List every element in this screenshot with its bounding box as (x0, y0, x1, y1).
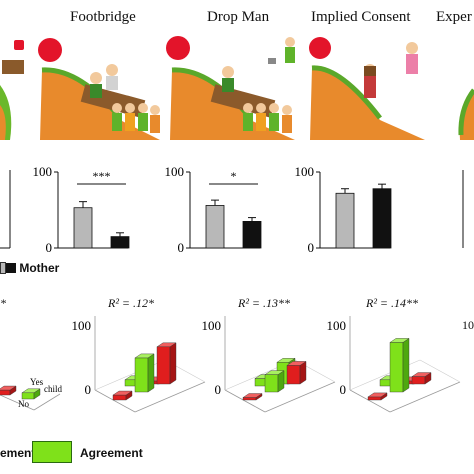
bar3d-red (242, 393, 263, 401)
legend-mother-label: Mother (19, 261, 60, 275)
legend-swatch-black (6, 263, 16, 273)
person-icon (285, 37, 295, 47)
workers-group (243, 103, 292, 133)
hill-icon (310, 68, 425, 140)
workers-group (112, 103, 160, 133)
bar3d-green (21, 388, 41, 400)
y-tick-label: 0 (46, 240, 53, 255)
y-tick-label: 100 (295, 164, 315, 179)
z-tick-label: 100 (327, 318, 347, 333)
y-tick-label: 100 (165, 164, 185, 179)
title-drop-man: Drop Man (207, 9, 270, 25)
bar3d-red (0, 385, 17, 396)
illustration-left-partial (0, 40, 24, 140)
legend-disagreement-label: ement (0, 446, 36, 460)
y-tick-label: 100 (33, 164, 53, 179)
legend-mother-item: Mother (6, 261, 59, 275)
floor-edge (94, 389, 136, 413)
title-experimental: Exper (436, 9, 472, 25)
bar3d-green (134, 353, 155, 393)
bar-mother (242, 221, 262, 249)
switch-icon (268, 58, 276, 64)
bar-chart-drop-man: 100 0 * (165, 164, 262, 255)
bar-grey (335, 192, 355, 249)
bar-grey (73, 207, 93, 249)
bar3d-green (264, 370, 285, 393)
partial-right-ytick: 10 (462, 318, 474, 332)
y-tick-label: 0 (178, 240, 185, 255)
illustration-implied-consent (309, 37, 425, 140)
bar3d-red (367, 392, 388, 401)
bar-grey (205, 205, 225, 249)
trolley-ball-icon (166, 36, 190, 60)
trolley-ball-icon (309, 37, 331, 59)
axis-label-no: No (18, 399, 29, 409)
z-tick-label: 100 (72, 318, 92, 333)
legend-swatch-agreement (32, 441, 72, 463)
legend-agreement-label: Agreement (80, 446, 143, 460)
bar3d-green (389, 338, 410, 393)
z-tick-label: 0 (85, 382, 92, 397)
z-tick-label: 0 (340, 382, 347, 397)
z-tick-label: 0 (215, 382, 222, 397)
z-tick-label: 100 (202, 318, 222, 333)
bar3d-drop-man: 100 0 (202, 316, 336, 413)
bar3d-red (411, 372, 432, 385)
y-tick-label: 0 (308, 240, 315, 255)
title-implied-consent: Implied Consent (311, 9, 411, 25)
legend-swatch-grey (0, 262, 6, 274)
person-icon (90, 72, 102, 84)
person-icon (406, 42, 418, 54)
person-icon (106, 64, 118, 76)
illustration-footbridge (38, 38, 160, 140)
bar3d-footbridge: 100 0 (72, 316, 206, 413)
bar3d-implied-consent: 100 0 (327, 316, 461, 413)
legend-disagreement-item: ement (0, 446, 35, 460)
bar3d-red (112, 390, 133, 401)
floor-edge (264, 381, 336, 413)
r2-footbridge: R² = .12* (108, 296, 155, 310)
trolley-ball-icon (38, 38, 62, 62)
floor-edge (389, 381, 461, 413)
axis-label-child: child (44, 384, 62, 394)
scenario-illustrations (0, 36, 474, 140)
legend-agreement-item: Agreement (80, 446, 143, 460)
bar-chart-implied-consent: 100 0 (295, 164, 392, 255)
bar-mother (372, 188, 392, 249)
ball-icon (14, 40, 24, 50)
floor-edge (349, 389, 391, 413)
significance-label: * (231, 169, 237, 183)
floor-edge (419, 359, 461, 383)
r2-drop-man: R² = .13** (238, 296, 291, 310)
bar3d-red (156, 342, 177, 385)
illustration-drop-man (166, 36, 295, 140)
floor-edge (134, 381, 206, 413)
bar3d-red (286, 361, 307, 385)
title-footbridge: Footbridge (70, 9, 136, 25)
significance-label: *** (93, 169, 111, 183)
floor-edge (0, 394, 35, 411)
illustration-right-partial (458, 88, 474, 140)
bar-charts-2d: 100 0 *** 100 0 * 100 0 (0, 164, 464, 255)
floor-edge (33, 393, 61, 411)
r2-implied-consent: R² = .14** (366, 296, 419, 310)
r2-left-partial: * (0, 296, 6, 310)
bar-chart-footbridge: 100 0 *** (33, 164, 130, 255)
bar-mother (110, 236, 130, 249)
person-icon (222, 66, 234, 78)
axis-label-yes: Yes (30, 377, 44, 387)
floor-edge (224, 389, 266, 413)
sign-icon (2, 60, 24, 74)
